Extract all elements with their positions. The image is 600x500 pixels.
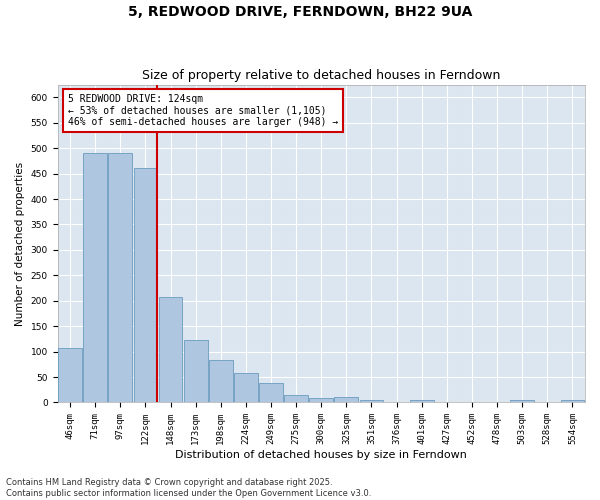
- Bar: [83, 153, 107, 402]
- Bar: [334, 398, 358, 402]
- Bar: [560, 400, 584, 402]
- Bar: [158, 297, 182, 403]
- Bar: [510, 400, 534, 402]
- Bar: [134, 168, 157, 402]
- Bar: [284, 396, 308, 402]
- Y-axis label: Number of detached properties: Number of detached properties: [15, 162, 25, 326]
- Text: 5, REDWOOD DRIVE, FERNDOWN, BH22 9UA: 5, REDWOOD DRIVE, FERNDOWN, BH22 9UA: [128, 5, 472, 19]
- Bar: [184, 340, 208, 402]
- Bar: [359, 400, 383, 402]
- Bar: [410, 400, 434, 402]
- Text: 5 REDWOOD DRIVE: 124sqm
← 53% of detached houses are smaller (1,105)
46% of semi: 5 REDWOOD DRIVE: 124sqm ← 53% of detache…: [68, 94, 338, 128]
- Title: Size of property relative to detached houses in Ferndown: Size of property relative to detached ho…: [142, 69, 500, 82]
- Bar: [109, 153, 132, 402]
- X-axis label: Distribution of detached houses by size in Ferndown: Distribution of detached houses by size …: [175, 450, 467, 460]
- Bar: [259, 383, 283, 402]
- Bar: [209, 360, 233, 403]
- Text: Contains HM Land Registry data © Crown copyright and database right 2025.
Contai: Contains HM Land Registry data © Crown c…: [6, 478, 371, 498]
- Bar: [58, 348, 82, 403]
- Bar: [234, 374, 258, 402]
- Bar: [310, 398, 333, 402]
